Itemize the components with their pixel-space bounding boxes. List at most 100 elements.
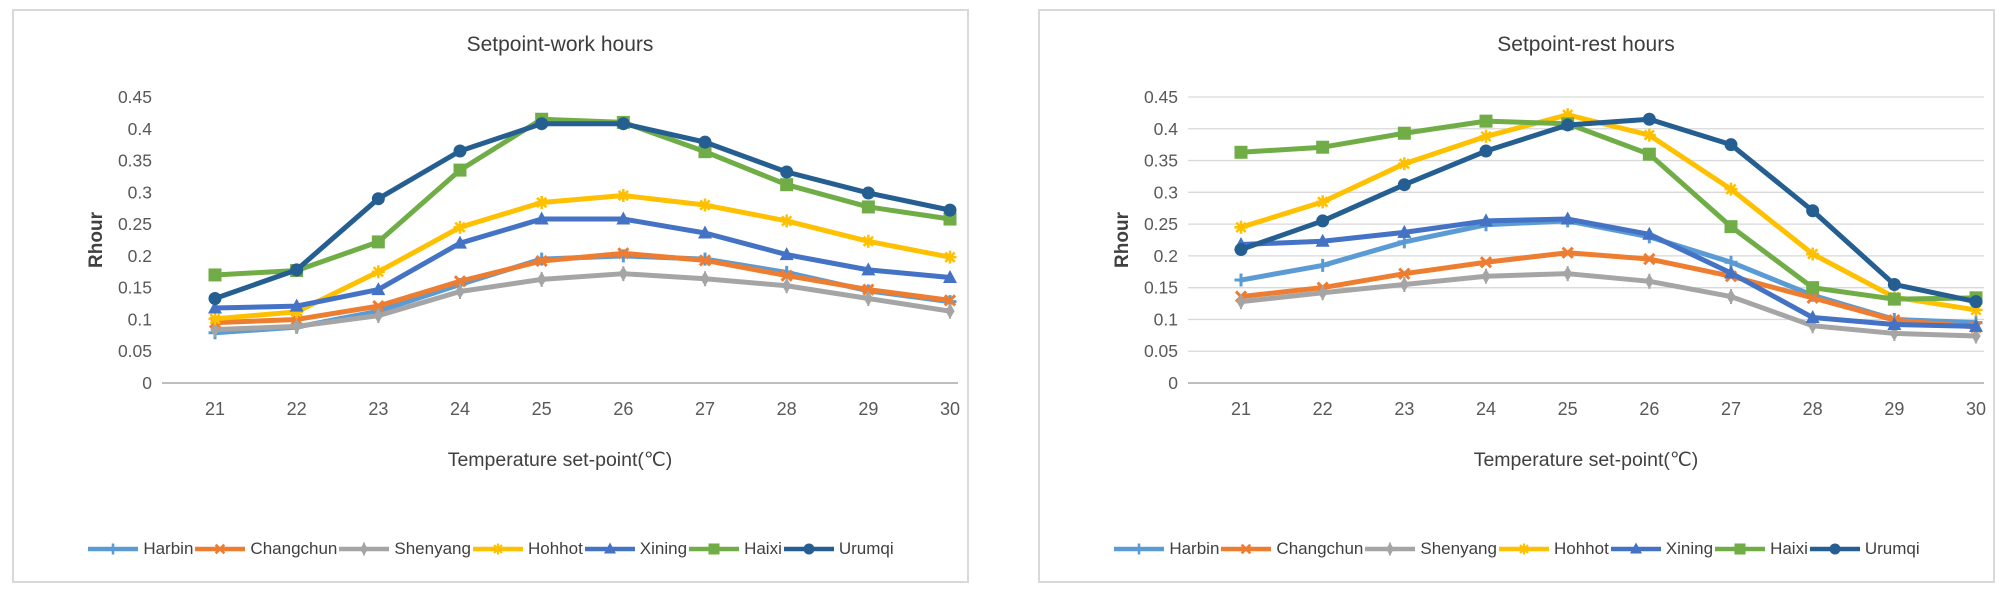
point-marker-circle	[1969, 295, 1983, 309]
point-marker-square	[371, 235, 385, 249]
point-marker-x	[372, 299, 385, 313]
y-tick-label: 0.05	[118, 341, 152, 361]
legend-item-harbin: Harbin	[1113, 539, 1219, 559]
point-marker-plus	[107, 543, 119, 555]
point-marker-x	[215, 543, 226, 555]
x-tick-label: 28	[777, 399, 797, 419]
point-marker-square	[1316, 140, 1330, 154]
legend-key-square-icon	[689, 543, 740, 555]
work-hours-chart: Setpoint-work hours Rhour 0 0.05 0.1 0.15 0.2 0…	[86, 33, 960, 471]
y-tick-label: 0.1	[128, 309, 152, 329]
point-marker-triangle	[698, 225, 712, 239]
point-marker-square	[1724, 220, 1738, 234]
point-marker-star8	[453, 220, 467, 234]
point-marker-triangle	[1397, 224, 1412, 238]
point-marker-star8	[1479, 129, 1493, 143]
legend-label: Harbin	[143, 539, 194, 558]
point-marker-triangle	[1642, 226, 1657, 240]
legend-label: Urumqi	[838, 539, 894, 558]
legend-key-circle-icon	[783, 543, 834, 555]
x-tick-label: 25	[532, 399, 552, 419]
x-tick-label: 30	[1966, 399, 1986, 419]
point-marker-circle	[371, 192, 385, 206]
series-line-haixi	[212, 116, 953, 278]
point-marker-x	[1479, 256, 1493, 269]
point-marker-circle	[1806, 204, 1820, 218]
legend-label: Shenyang	[394, 539, 471, 558]
series-line-shenyang	[1238, 271, 1979, 339]
point-marker-circle	[208, 291, 222, 305]
point-marker-circle	[453, 144, 467, 158]
point-marker-star8	[1316, 195, 1330, 209]
legend-label: Hohhot	[527, 539, 583, 558]
y-tick-label: 0.4	[1154, 119, 1179, 139]
series-urumqi	[208, 117, 957, 305]
work-hours-panel: Setpoint-work hours Rhour 0 0.05 0.1 0.15 0.2 0…	[12, 9, 969, 583]
point-marker-star8	[1806, 247, 1820, 261]
x-tick-label: 23	[368, 399, 388, 419]
point-marker-triangle	[943, 269, 957, 283]
series-line-urumqi	[212, 121, 953, 301]
point-marker-x	[1643, 252, 1656, 266]
work-hours-legend: Harbin Changchun Shenyang Hohhot Xining Haixi…	[14, 539, 967, 559]
point-marker-circle	[1397, 178, 1411, 192]
rest-hours-chart: Setpoint-rest hours Rhour 0 0.05 0.1 0.15 0.2 0…	[1112, 33, 1986, 471]
point-marker-circle	[616, 117, 630, 131]
series-line-hohhot	[1238, 112, 1979, 313]
point-marker-square	[453, 163, 467, 177]
point-marker-circle	[698, 135, 712, 149]
point-marker-square	[1887, 292, 1901, 306]
legend-item-hohhot: Hohhot	[1498, 539, 1609, 559]
series-line-haixi	[1238, 118, 1979, 302]
point-marker-star8	[492, 543, 504, 555]
point-marker-circle	[1479, 144, 1493, 158]
point-marker-square	[1642, 147, 1656, 161]
legend-label: Changchun	[1276, 539, 1364, 558]
point-marker-star8	[698, 198, 712, 212]
legend-item-shenyang: Shenyang	[1364, 539, 1497, 559]
series-line-xining	[212, 216, 953, 311]
point-marker-star8	[1234, 220, 1248, 234]
point-marker-square	[1479, 114, 1493, 128]
point-marker-plus	[1316, 258, 1330, 272]
legend-item-changchun: Changchun	[194, 539, 337, 559]
x-tick-label: 21	[205, 399, 225, 419]
x-tick-label: 22	[1313, 399, 1333, 419]
point-marker-x	[943, 294, 957, 307]
chart-title: Setpoint-rest hours	[1497, 33, 1674, 56]
point-marker-star8	[1561, 108, 1575, 122]
series-haixi	[208, 112, 957, 282]
point-marker-star8	[535, 196, 549, 210]
point-marker-x	[453, 275, 467, 288]
series-shenyang	[1236, 266, 1981, 344]
legend-key-x-icon	[1221, 543, 1272, 555]
x-tick-label: 30	[940, 399, 960, 419]
point-marker-x	[862, 283, 875, 296]
y-tick-label: 0.15	[1144, 278, 1178, 298]
legend-item-xining: Xining	[584, 539, 687, 559]
x-axis-title: Temperature set-point(℃)	[448, 449, 673, 471]
legend-label: Harbin	[1169, 539, 1220, 558]
point-marker-triangle	[616, 211, 631, 225]
legend-key-triangle-icon	[584, 542, 635, 554]
x-tick-label: 26	[1639, 399, 1659, 419]
y-tick-label: 0.25	[1144, 214, 1178, 234]
x-axis-title: Temperature set-point(℃)	[1474, 449, 1699, 471]
y-axis-title: Rhour	[1112, 211, 1133, 268]
series-line-xining	[1238, 216, 1979, 329]
series-line-hohhot	[212, 193, 953, 322]
y-tick-label: 0.35	[1144, 151, 1178, 171]
point-marker-star8	[208, 312, 222, 326]
point-marker-triangle	[603, 542, 616, 554]
series-urumqi	[1234, 112, 1983, 309]
legend-label: Shenyang	[1420, 539, 1497, 558]
legend-key-plus-icon	[1114, 543, 1165, 555]
legend-label: Xining	[639, 539, 688, 558]
x-tick-label: 27	[695, 399, 715, 419]
x-tick-label: 29	[858, 399, 878, 419]
x-tick-label: 29	[1884, 399, 1904, 419]
point-marker-star8	[1642, 128, 1656, 142]
legend-label: Hohhot	[1553, 539, 1609, 558]
y-tick-label: 0.2	[128, 246, 152, 266]
